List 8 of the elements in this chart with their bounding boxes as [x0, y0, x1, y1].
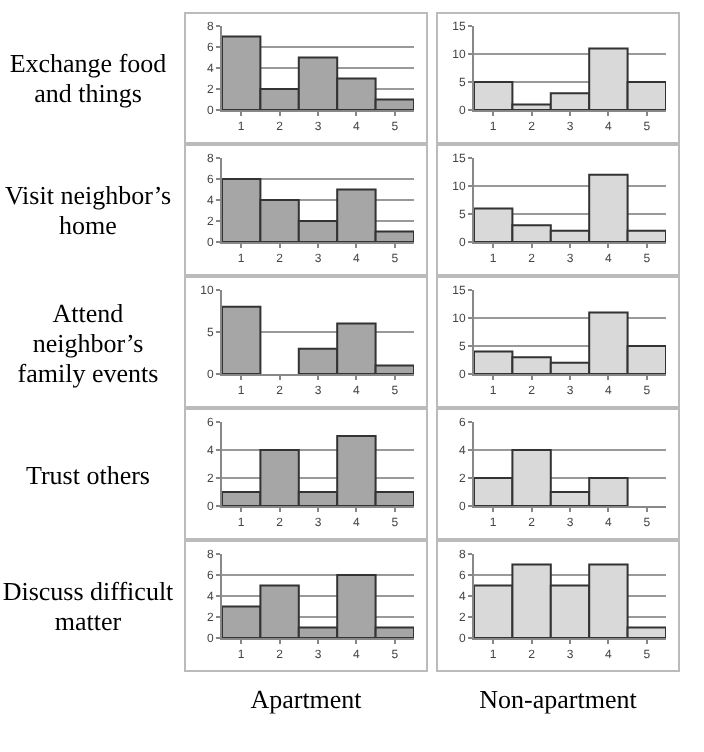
x-axis-title: Apartment: [248, 684, 364, 716]
y-axis-title: Visit neighbor’s home: [2, 178, 174, 244]
bar: [222, 305, 262, 374]
y-axis-title: Discuss difficult matter: [0, 574, 176, 640]
y-axis-title: Exchange food and things: [7, 46, 169, 112]
y-axis-title: Attend neighbor’s family events: [15, 295, 161, 392]
y-axis-title: Trust others: [23, 457, 152, 493]
x-axis-title: Non-apartment: [477, 684, 639, 716]
